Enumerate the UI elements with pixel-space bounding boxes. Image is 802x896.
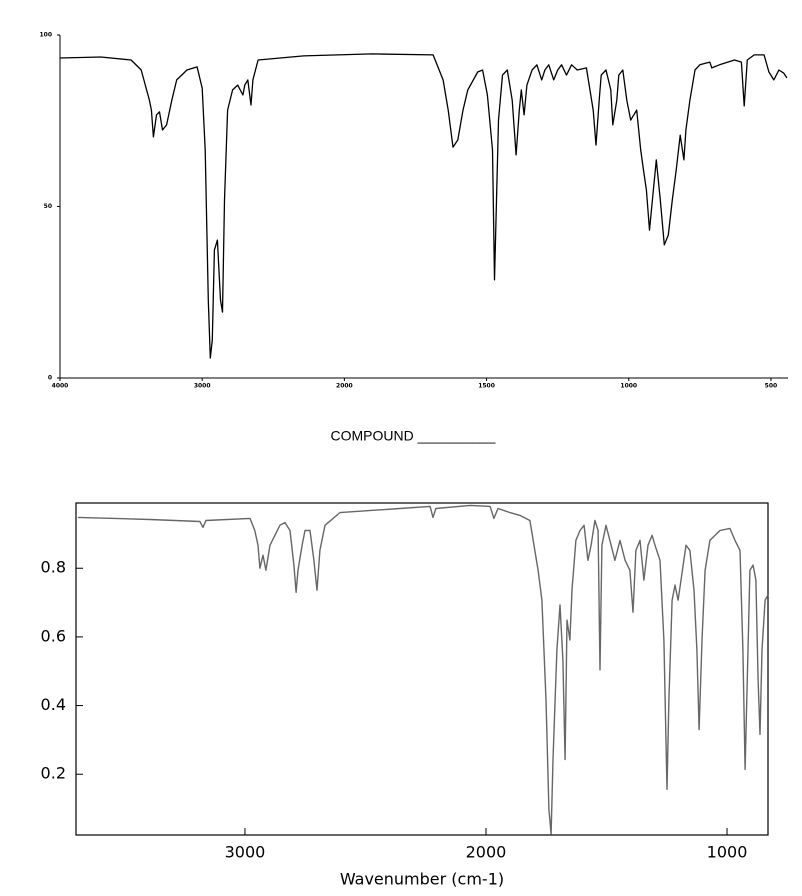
x-axis-label: Wavenumber (cm-1) bbox=[340, 870, 504, 889]
y-tick-label: 0.8 bbox=[41, 558, 66, 577]
x-tick-label: 2000 bbox=[466, 843, 507, 862]
y-tick-label: 0.6 bbox=[41, 626, 66, 645]
x-tick-label: 1000 bbox=[620, 383, 637, 390]
x-tick-label: 3000 bbox=[194, 383, 211, 390]
y-tick-label: 0.4 bbox=[41, 695, 66, 714]
x-tick-label: 3000 bbox=[225, 843, 266, 862]
y-tick-label: 0.2 bbox=[41, 764, 66, 783]
y-tick-label: 100 bbox=[39, 32, 52, 39]
x-tick-label: 1000 bbox=[707, 843, 748, 862]
y-tick-label: 0 bbox=[48, 375, 52, 382]
x-tick-label: 500 bbox=[765, 383, 778, 390]
x-tick-label: 4000 bbox=[52, 383, 69, 390]
caption: COMPOUND __________ bbox=[331, 428, 496, 444]
y-tick-label: 50 bbox=[44, 203, 52, 210]
plot-frame bbox=[75, 502, 769, 836]
x-tick-label: 2000 bbox=[336, 383, 353, 390]
x-tick-label: 1500 bbox=[478, 383, 495, 390]
spectrum-line bbox=[59, 53, 788, 359]
spectrum-line bbox=[77, 504, 769, 835]
